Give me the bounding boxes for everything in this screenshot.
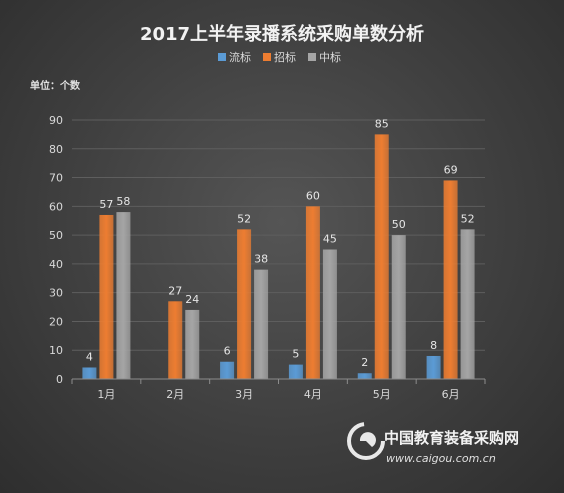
- watermark-url: www.caigou.com.cn: [386, 452, 496, 465]
- data-label: 5: [292, 348, 299, 361]
- y-tick-label: 0: [56, 373, 63, 386]
- bar-中标-4月: [322, 249, 337, 379]
- data-label: 52: [461, 212, 475, 225]
- legend-label-1: 招标: [274, 50, 296, 64]
- logo-icon: [347, 422, 385, 460]
- bar-中标-5月: [391, 235, 406, 379]
- data-label: 60: [306, 189, 320, 202]
- bar-招标-5月: [374, 134, 389, 379]
- data-label: 27: [168, 284, 182, 297]
- legend-swatch-1: [263, 53, 271, 61]
- x-tick-label: 5月: [373, 388, 391, 401]
- y-tick-label: 50: [49, 229, 63, 242]
- data-label: 4: [86, 350, 93, 363]
- bar-中标-3月: [254, 269, 269, 379]
- data-label: 58: [116, 195, 130, 208]
- unit-label: 单位：个数: [30, 79, 81, 92]
- gridlines: [72, 119, 485, 351]
- data-label: 38: [254, 253, 268, 266]
- bar-中标-6月: [460, 229, 475, 379]
- data-label: 85: [375, 117, 389, 130]
- y-tick-label: 90: [49, 114, 63, 127]
- bar-招标-1月: [99, 214, 114, 379]
- bar-招标-6月: [443, 180, 458, 379]
- chart-title: 2017上半年录播系统采购单数分析: [140, 23, 424, 45]
- bar-招标-4月: [305, 206, 320, 379]
- data-label: 69: [444, 163, 458, 176]
- bar-中标-1月: [116, 212, 131, 379]
- bar-中标-2月: [185, 309, 200, 379]
- data-label: 57: [99, 198, 113, 211]
- data-label: 6: [224, 345, 231, 358]
- y-tick-label: 40: [49, 258, 63, 271]
- x-tick-label: 1月: [97, 388, 115, 401]
- data-label: 2: [361, 356, 368, 369]
- legend-label-2: 中标: [319, 50, 341, 64]
- bar-流标-4月: [288, 364, 303, 379]
- legend-swatch-0: [218, 53, 226, 61]
- bar-招标-3月: [237, 229, 252, 379]
- y-tick-label: 30: [49, 287, 63, 300]
- x-tick-label: 4月: [304, 388, 322, 401]
- y-tick-label: 20: [49, 315, 63, 328]
- legend: 流标 招标 中标: [218, 50, 341, 64]
- data-label: 24: [185, 293, 199, 306]
- bar-招标-2月: [168, 301, 183, 379]
- watermark: 中国教育装备采购网 www.caigou.com.cn: [347, 422, 519, 465]
- data-label: 8: [430, 339, 437, 352]
- bar-流标-1月: [82, 367, 97, 379]
- y-tick-label: 70: [49, 172, 63, 185]
- y-axis: 0 10 20 30 40 50 60 70 80 90: [49, 114, 63, 386]
- x-tick-label: 3月: [235, 388, 253, 401]
- y-tick-label: 10: [49, 344, 63, 357]
- data-label: 45: [323, 233, 337, 246]
- data-label: 52: [237, 212, 251, 225]
- x-tick-label: 6月: [442, 388, 460, 401]
- y-tick-label: 60: [49, 200, 63, 213]
- data-label: 50: [392, 218, 406, 231]
- bar-流标-6月: [426, 355, 441, 379]
- bar-流标-3月: [220, 361, 235, 379]
- bars: [82, 134, 475, 379]
- legend-swatch-2: [308, 53, 316, 61]
- legend-label-0: 流标: [229, 50, 251, 64]
- x-tick-label: 2月: [166, 388, 184, 401]
- watermark-name: 中国教育装备采购网: [384, 429, 519, 447]
- y-tick-label: 80: [49, 143, 63, 156]
- bar-流标-5月: [357, 373, 372, 379]
- x-axis: 1月 2月 3月 4月 5月 6月: [71, 378, 486, 401]
